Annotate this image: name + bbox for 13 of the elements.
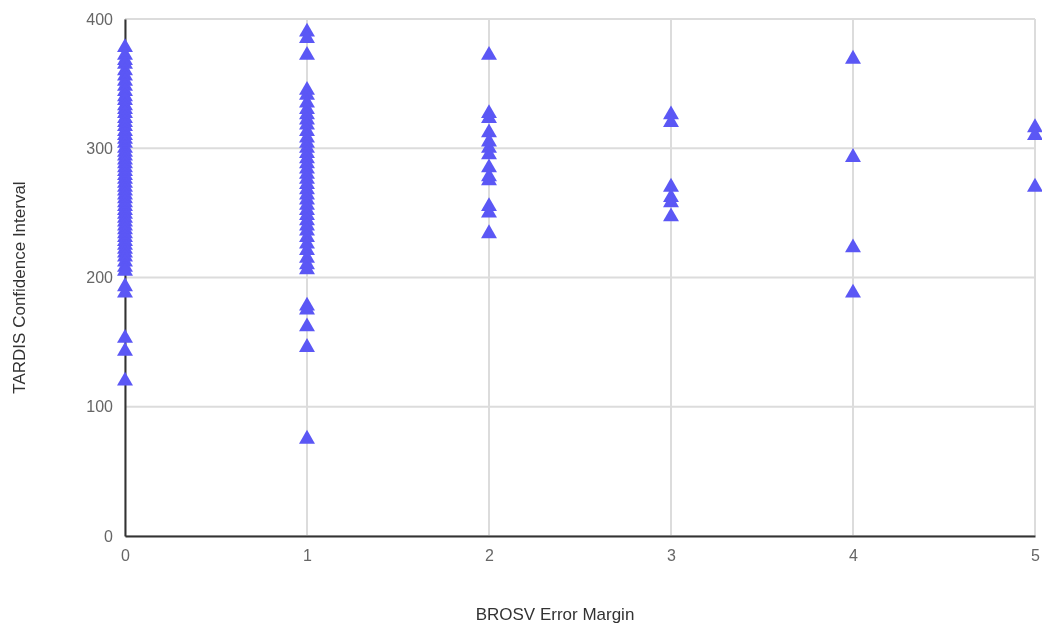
y-tick-label: 400 bbox=[86, 10, 114, 28]
y-tick-label: 100 bbox=[86, 398, 114, 416]
y-tick-label: 300 bbox=[86, 139, 114, 157]
y-axis-title: TARDIS Confidence Interval bbox=[10, 181, 29, 394]
x-tick-label: 0 bbox=[121, 547, 131, 565]
x-tick-label: 5 bbox=[1031, 547, 1041, 565]
y-tick-label: 0 bbox=[104, 527, 114, 545]
x-tick-label: 4 bbox=[849, 547, 859, 565]
x-axis-title: BROSV Error Margin bbox=[475, 605, 635, 624]
x-tick-label: 1 bbox=[303, 547, 313, 565]
x-tick-label: 2 bbox=[485, 547, 495, 565]
y-tick-label: 200 bbox=[86, 269, 114, 287]
x-tick-label: 3 bbox=[667, 547, 677, 565]
